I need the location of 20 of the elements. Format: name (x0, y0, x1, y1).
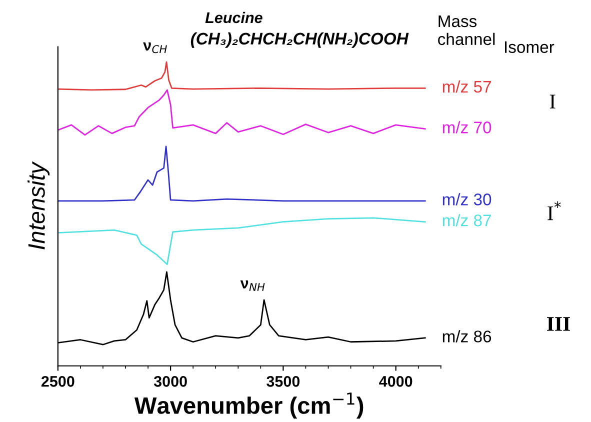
text: (CH₃)₂CHCH₂CH(NH₂)COOH (190, 32, 409, 48)
series-label: m/z 70 (442, 121, 492, 134)
x-tick-label: 3000 (154, 376, 187, 387)
y-axis-title: Intensity (28, 161, 50, 250)
x-axis-title: Wavenumber (cm$^{−1}$) (134, 392, 364, 419)
annotation: ν$_{NH}$ (240, 280, 265, 291)
series-label: m/z 30 (442, 193, 492, 206)
annotation: ν$_{CH}$ (143, 42, 167, 54)
x-tick-label: 2500 (41, 376, 74, 387)
text: Isomer (505, 41, 554, 54)
text: III (547, 317, 570, 331)
text: Leucine (205, 12, 262, 24)
series-label: m/z 87 (442, 214, 491, 226)
series-label: m/z 57 (442, 80, 491, 93)
x-tick-label: 3500 (266, 376, 300, 387)
x-tick-label: 4000 (379, 376, 412, 387)
text: I$^{*}$ (548, 201, 561, 220)
text: I (550, 94, 556, 108)
text: Mass channel (438, 16, 495, 46)
series-label: m/z 86 (442, 330, 492, 342)
